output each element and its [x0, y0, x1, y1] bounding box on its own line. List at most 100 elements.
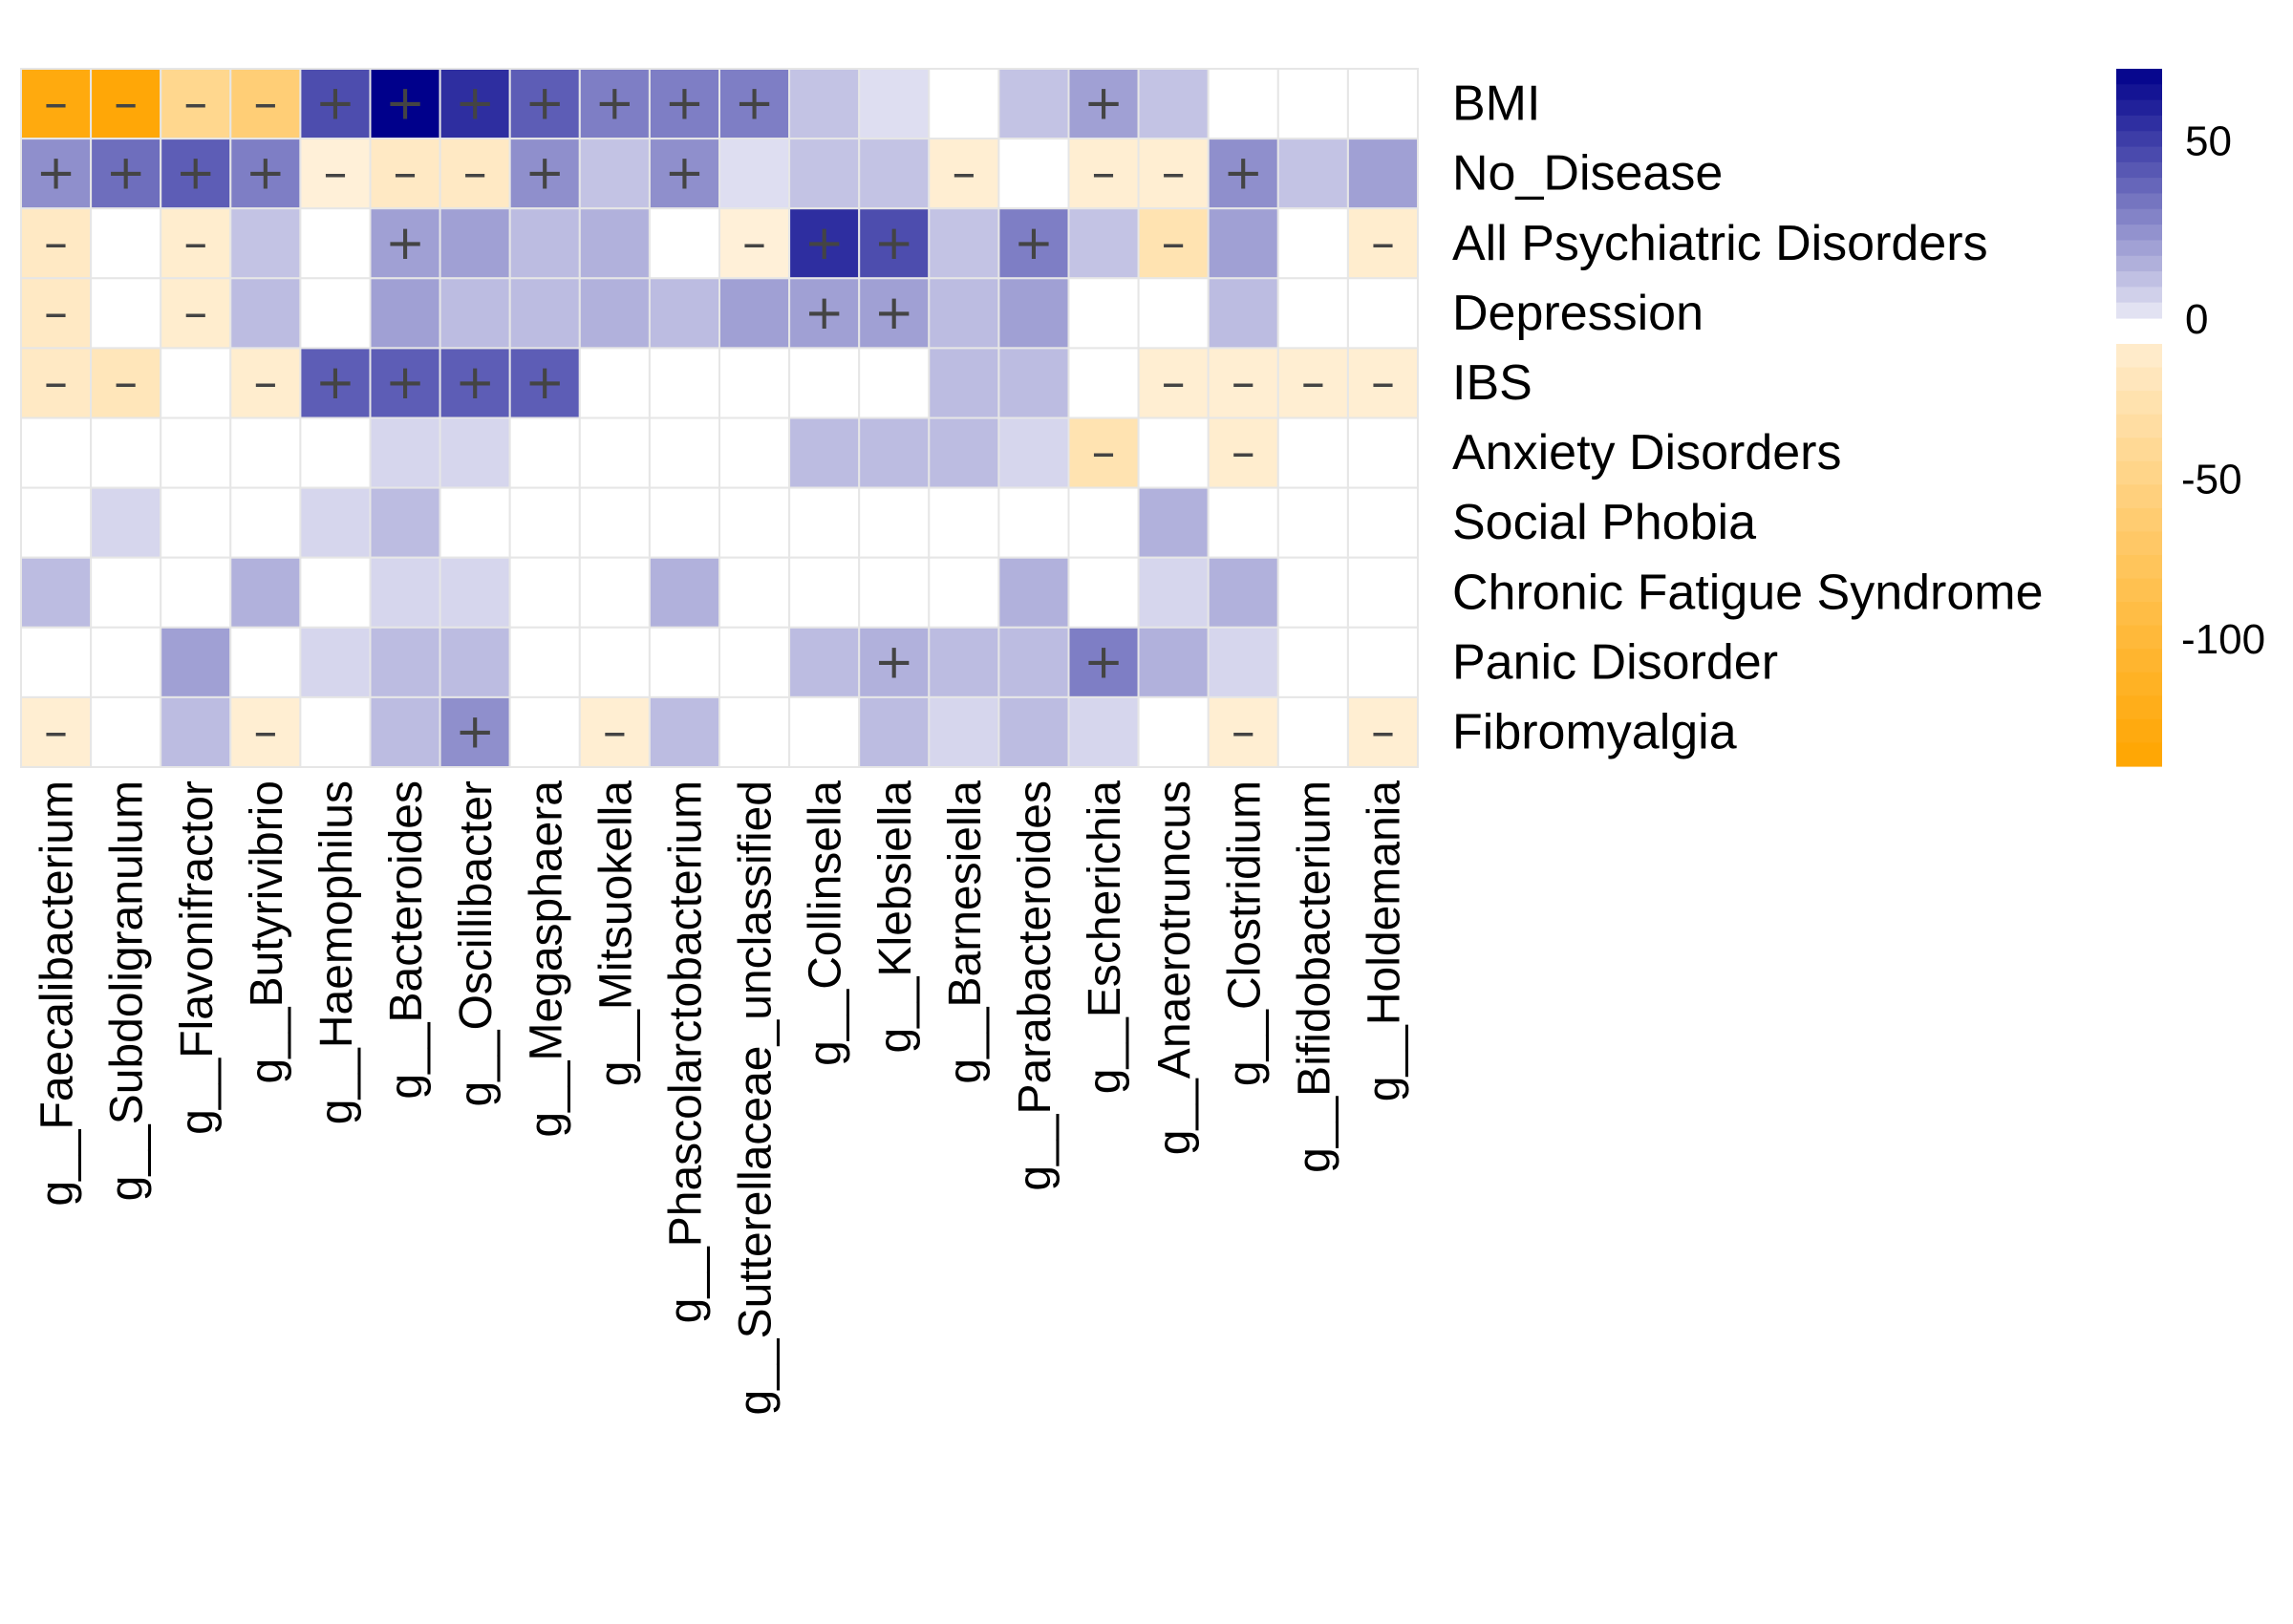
heatmap-cell	[718, 556, 791, 629]
heatmap-cell	[648, 277, 721, 350]
heatmap-cell	[20, 626, 93, 698]
legend-swatch-positive	[2116, 84, 2162, 101]
column-label: g__Clostridium	[1219, 780, 1270, 1086]
heatmap-cell	[90, 138, 162, 210]
significance-sign: –	[1232, 703, 1255, 759]
significance-sign: +	[594, 75, 634, 131]
legend-swatch-negative	[2116, 625, 2162, 650]
heatmap-cell	[299, 695, 372, 769]
legend-swatch-positive	[2116, 178, 2162, 195]
significance-sign: –	[742, 215, 766, 270]
significance-sign: –	[183, 285, 207, 340]
heatmap-cell	[1346, 68, 1420, 140]
heatmap-cell	[1067, 68, 1140, 140]
heatmap-cell	[299, 138, 372, 210]
column-label: g__Klebsiella	[870, 780, 921, 1054]
heatmap-cell	[997, 486, 1070, 559]
heatmap-cell	[90, 207, 162, 280]
heatmap-cell	[229, 556, 302, 629]
legend-swatch-negative	[2116, 555, 2162, 580]
significance-sign: –	[44, 285, 68, 340]
significance-sign: +	[36, 145, 76, 201]
heatmap-cell	[648, 695, 721, 769]
column-label: g__Subdoligranulum	[102, 780, 153, 1201]
significance-sign: –	[44, 703, 68, 759]
heatmap-cell	[1067, 486, 1140, 559]
heatmap-cell	[20, 68, 93, 140]
heatmap-cell	[997, 277, 1070, 350]
heatmap-cell	[858, 138, 931, 210]
heatmap-cell	[788, 695, 861, 769]
heatmap-cell	[508, 556, 581, 629]
heatmap-cell	[718, 138, 791, 210]
legend-swatch-negative	[2116, 742, 2162, 767]
heatmap-cell	[1137, 486, 1210, 559]
heatmap-cell	[788, 347, 861, 419]
heatmap-cell	[160, 486, 232, 559]
significance-sign: –	[183, 215, 207, 270]
legend-swatch-positive	[2116, 255, 2162, 272]
heatmap-cell	[1276, 695, 1349, 769]
heatmap-cell	[1207, 626, 1279, 698]
heatmap-cell	[508, 417, 581, 489]
heatmap-cell	[1346, 138, 1420, 210]
heatmap-cell	[788, 138, 861, 210]
heatmap-cell	[1346, 417, 1420, 489]
heatmap-cell	[1276, 207, 1349, 280]
heatmap-cell	[508, 277, 581, 350]
column-label: g__Barnesiella	[940, 780, 991, 1084]
heatmap-cell	[1137, 417, 1210, 489]
column-label: g__Oscillibacter	[451, 780, 502, 1107]
heatmap-cell	[439, 556, 511, 629]
significance-sign: –	[183, 75, 207, 131]
significance-sign: +	[1014, 215, 1054, 270]
heatmap-cell	[90, 695, 162, 769]
heatmap-cell	[229, 138, 302, 210]
heatmap-cell	[1137, 626, 1210, 698]
significance-sign: +	[455, 703, 495, 759]
significance-sign: +	[804, 285, 845, 340]
heatmap-cell	[439, 695, 511, 769]
significance-sign: –	[1232, 424, 1255, 480]
heatmap-cell	[299, 207, 372, 280]
significance-sign: +	[455, 354, 495, 410]
heatmap-cell	[648, 138, 721, 210]
significance-sign: –	[952, 145, 975, 201]
column-label: g__Bifidobacterium	[1289, 780, 1339, 1173]
heatmap-cell	[1346, 486, 1420, 559]
heatmap-cell	[20, 486, 93, 559]
heatmap-cell	[1067, 347, 1140, 419]
significance-sign: –	[114, 75, 138, 131]
heatmap-cell	[508, 347, 581, 419]
heatmap-cell	[858, 556, 931, 629]
heatmap-cell	[369, 417, 441, 489]
column-label: g__Collinsella	[801, 780, 851, 1066]
heatmap-cell	[90, 486, 162, 559]
heatmap-cell	[858, 417, 931, 489]
heatmap-cell	[928, 486, 1000, 559]
heatmap-cell	[160, 626, 232, 698]
row-label: BMI	[1452, 76, 1540, 132]
legend-swatch-positive	[2116, 69, 2162, 85]
heatmap-cell	[369, 486, 441, 559]
heatmap-cell	[928, 277, 1000, 350]
heatmap-cell	[997, 138, 1070, 210]
significance-sign: +	[385, 215, 425, 270]
significance-sign: –	[1371, 354, 1395, 410]
legend-swatch-negative	[2116, 718, 2162, 744]
legend-swatch-positive	[2116, 224, 2162, 242]
heatmap-cell	[229, 695, 302, 769]
significance-sign: –	[1371, 215, 1395, 270]
heatmap-cell	[1207, 68, 1279, 140]
heatmap-cell	[1207, 486, 1279, 559]
legend-swatch-negative	[2116, 438, 2162, 462]
column-label: g__Phascolarctobacterium	[660, 780, 711, 1323]
significance-sign: –	[253, 703, 277, 759]
heatmap-cell	[718, 207, 791, 280]
significance-sign: –	[1092, 424, 1116, 480]
significance-sign: +	[874, 633, 914, 689]
heatmap-cell	[858, 695, 931, 769]
heatmap-cell	[90, 68, 162, 140]
heatmap-cell	[299, 417, 372, 489]
